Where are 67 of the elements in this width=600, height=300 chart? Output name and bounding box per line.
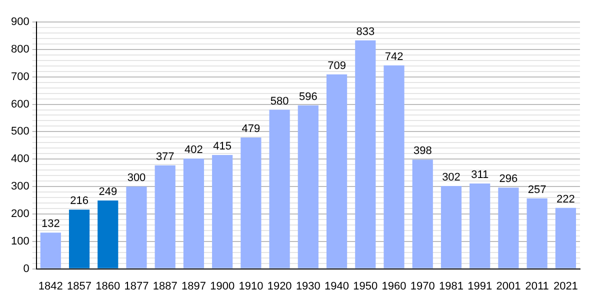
y-tick-label: 800 — [10, 43, 30, 56]
x-tick-label: 1960 — [382, 280, 406, 292]
x-tick-label: 2001 — [496, 280, 521, 292]
data-label: 300 — [127, 172, 146, 184]
data-label: 257 — [528, 184, 546, 196]
bar — [412, 160, 433, 268]
bar — [440, 186, 462, 268]
data-label: 249 — [98, 186, 118, 198]
y-tick-label: 700 — [10, 70, 30, 83]
x-tick-label: 1970 — [410, 280, 435, 292]
bar — [126, 186, 147, 268]
bar — [269, 110, 290, 268]
x-tick-label: 1940 — [324, 280, 350, 292]
x-tick-label: 1897 — [181, 280, 206, 292]
x-tick-label: 1930 — [296, 280, 320, 292]
data-label: 833 — [356, 26, 375, 38]
data-label: 580 — [270, 95, 289, 108]
x-tick-label: 1857 — [67, 280, 92, 292]
bar — [326, 74, 348, 268]
x-tick-label: 1950 — [353, 280, 378, 292]
y-tick-label: 200 — [10, 208, 30, 220]
y-tick-label: 100 — [10, 235, 30, 248]
bar — [384, 65, 404, 268]
data-label: 296 — [499, 173, 518, 186]
bar — [40, 232, 61, 268]
data-label: 302 — [442, 172, 460, 184]
bar — [498, 188, 519, 268]
bar — [526, 198, 548, 268]
data-label: 742 — [384, 50, 404, 63]
bar — [355, 40, 376, 268]
bar — [470, 184, 490, 268]
y-tick-label: 600 — [10, 98, 30, 110]
data-label: 596 — [298, 90, 318, 103]
data-label: 398 — [413, 145, 432, 158]
y-tick-label: 400 — [10, 153, 30, 166]
bar — [98, 200, 118, 268]
x-tick-label: 2011 — [525, 280, 549, 292]
y-tick-label: 300 — [10, 180, 30, 193]
y-tick-label: 500 — [10, 126, 30, 138]
x-tick-label: 1900 — [210, 280, 235, 292]
x-tick-label: 1981 — [439, 280, 464, 292]
bar — [212, 155, 233, 268]
bar — [240, 137, 262, 268]
bar — [154, 165, 176, 268]
data-label: 216 — [70, 195, 88, 208]
data-label: 377 — [156, 150, 174, 163]
bar — [68, 210, 90, 268]
x-tick-label: 1860 — [96, 280, 120, 292]
x-tick-label: 1877 — [124, 280, 149, 292]
bar — [183, 158, 204, 268]
data-label: 132 — [41, 218, 60, 230]
y-tick-label: 900 — [10, 16, 30, 28]
bar — [555, 208, 576, 268]
bar — [298, 105, 318, 268]
data-label: 415 — [213, 140, 232, 153]
x-tick-label: 1910 — [238, 280, 264, 292]
data-label: 311 — [471, 169, 489, 182]
data-label: 479 — [242, 122, 260, 135]
x-tick-label: 1842 — [38, 280, 63, 292]
y-tick-label: 0 — [23, 262, 30, 275]
x-tick-label: 1920 — [267, 280, 292, 292]
x-tick-label: 1991 — [468, 280, 492, 292]
data-label: 222 — [556, 193, 575, 206]
data-label: 709 — [328, 60, 346, 72]
x-tick-label: 2021 — [553, 280, 578, 292]
data-label: 402 — [184, 144, 203, 156]
x-tick-label: 1887 — [152, 280, 178, 292]
